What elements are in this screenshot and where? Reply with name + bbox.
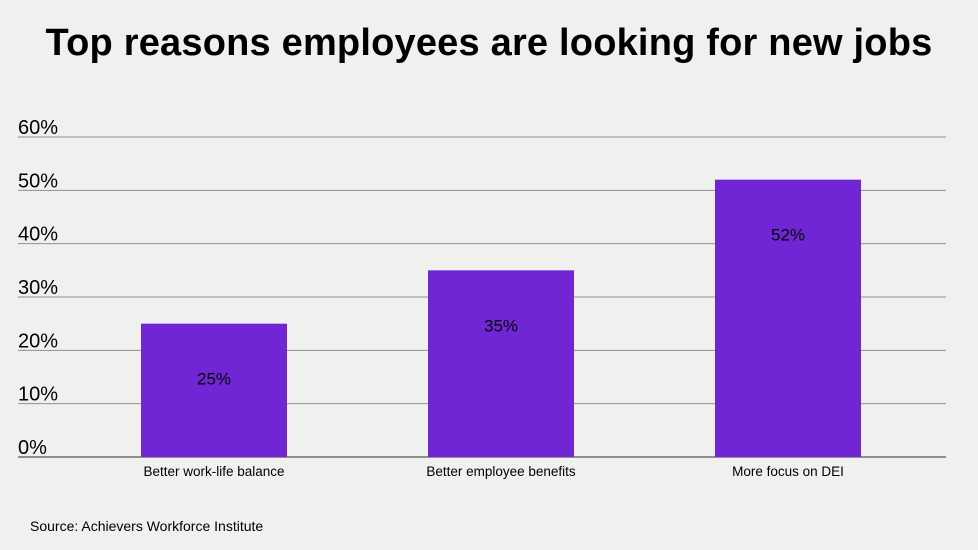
x-category-label: Better work-life balance <box>143 464 284 479</box>
bar-data-label: 35% <box>484 316 518 335</box>
bar-data-label: 52% <box>771 226 805 245</box>
y-tick-label: 40% <box>18 224 58 246</box>
x-category-label: Better employee benefits <box>426 464 576 479</box>
bar-data-label: 25% <box>197 370 231 389</box>
bar <box>141 323 287 457</box>
source-note: Source: Achievers Workforce Institute <box>30 518 264 534</box>
y-tick-label: 50% <box>18 170 58 192</box>
x-category-label: More focus on DEI <box>732 464 844 479</box>
bar <box>715 179 861 457</box>
y-tick-label: 0% <box>18 437 47 459</box>
y-tick-label: 10% <box>18 384 58 406</box>
y-tick-label: 30% <box>18 277 58 299</box>
y-tick-label: 20% <box>18 330 58 352</box>
bar <box>428 270 574 457</box>
y-tick-label: 60% <box>18 117 58 139</box>
chart-title: Top reasons employees are looking for ne… <box>45 22 933 64</box>
